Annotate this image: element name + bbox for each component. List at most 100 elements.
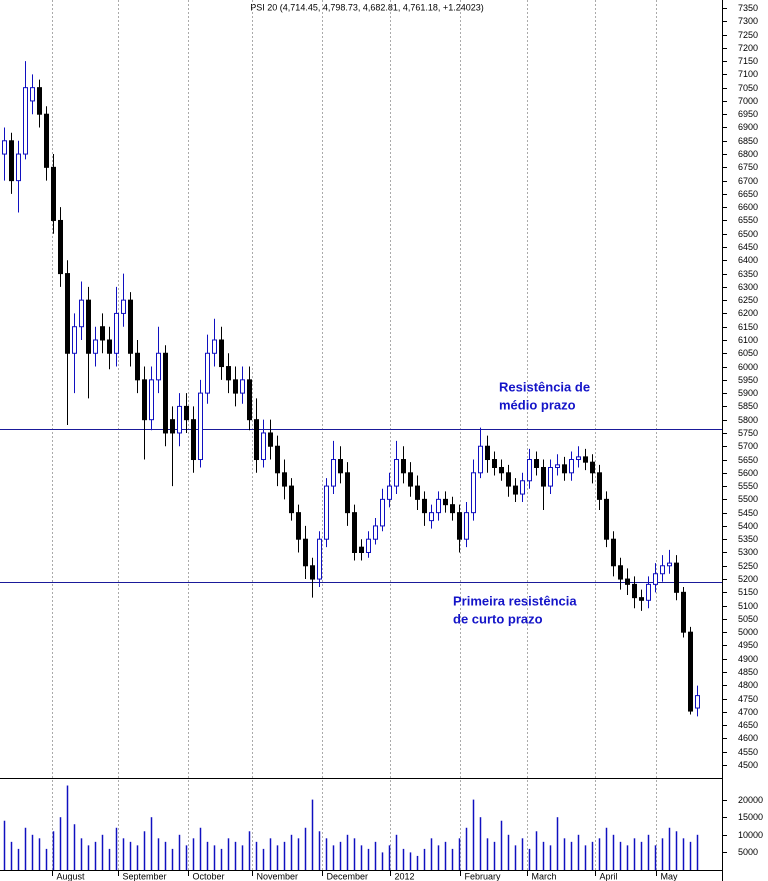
y-tick-label: 6550 [738, 215, 758, 225]
candle-body [555, 464, 560, 468]
candle-body [282, 472, 287, 487]
y-tick-label: 7200 [738, 43, 758, 53]
y-tick-label: 4550 [738, 747, 758, 757]
y-tick-label: 4700 [738, 707, 758, 717]
y-tick-label: 4600 [738, 733, 758, 743]
candle-body [359, 546, 364, 553]
candle-body [562, 464, 567, 474]
y-tick-label: 6800 [738, 149, 758, 159]
candle-body [688, 631, 693, 712]
candle-body [205, 352, 210, 394]
candle-body [646, 583, 651, 601]
candle-body [625, 578, 630, 585]
candle-body [520, 480, 525, 495]
candle-body [65, 273, 70, 354]
y-tick-label: 4650 [738, 720, 758, 730]
x-tick-label: October [193, 871, 225, 881]
y-tick-label: 4750 [738, 694, 758, 704]
y-tick-label: 7250 [738, 30, 758, 40]
annotation: Resistência de [499, 379, 590, 394]
candle-body [128, 299, 133, 354]
candle-body [450, 504, 455, 514]
y-tick-label: 7100 [738, 69, 758, 79]
y-tick-label: 4800 [738, 680, 758, 690]
y-tick-label: 5800 [738, 415, 758, 425]
candle-body [142, 379, 147, 421]
y-tick-label: 5400 [738, 521, 758, 531]
candle-body [506, 472, 511, 487]
candle-body [387, 485, 392, 500]
candle-body [429, 512, 434, 522]
y-tick-label: 7050 [738, 83, 758, 93]
candle-body [415, 485, 420, 500]
y-tick-label: 7150 [738, 56, 758, 66]
candle-body [471, 472, 476, 514]
candle-body [653, 573, 658, 585]
candle-body [226, 366, 231, 381]
candle-body [2, 140, 7, 155]
candle-body [184, 405, 189, 421]
candle-body [345, 472, 350, 514]
chart-title: PSI 20 (4,714.45, 4,798.73, 4,682.81, 4,… [250, 2, 483, 12]
y-tick-label: 5250 [738, 561, 758, 571]
candle-body [317, 538, 322, 580]
annotation: Primeira resistência [453, 593, 577, 608]
candle-body [618, 565, 623, 580]
candle-body [457, 512, 462, 540]
candle-body [380, 498, 385, 527]
y-tick-label: 20000 [738, 795, 763, 805]
candle-body [268, 432, 273, 447]
y-tick-label: 6100 [738, 335, 758, 345]
candle-body [100, 326, 105, 341]
candle-body [660, 565, 665, 575]
candle-body [191, 419, 196, 461]
y-tick-label: 6900 [738, 122, 758, 132]
candle-body [135, 352, 140, 381]
candle-body [93, 339, 98, 354]
y-tick-label: 5000 [738, 847, 758, 857]
y-tick-label: 6650 [738, 189, 758, 199]
candle-body [16, 153, 21, 182]
y-tick-label: 4950 [738, 640, 758, 650]
candle-body [121, 299, 126, 314]
candle-body [352, 512, 357, 553]
y-tick-label: 5900 [738, 388, 758, 398]
candle-body [485, 445, 490, 461]
y-tick-label: 6750 [738, 162, 758, 172]
y-tick-label: 5700 [738, 441, 758, 451]
candle-body [422, 498, 427, 514]
y-tick-label: 5100 [738, 601, 758, 611]
y-tick-label: 6150 [738, 322, 758, 332]
y-tick-label: 5500 [738, 494, 758, 504]
y-tick-label: 5350 [738, 534, 758, 544]
candle-body [44, 113, 49, 168]
candle-body [674, 562, 679, 593]
candle-body [72, 326, 77, 354]
candle-body [310, 565, 315, 580]
candle-body [170, 419, 175, 434]
candle-body [569, 459, 574, 474]
y-tick-label: 5300 [738, 547, 758, 557]
candle-body [296, 512, 301, 540]
x-tick-label: August [57, 871, 86, 881]
candle-body [667, 562, 672, 567]
y-tick-label: 5450 [738, 508, 758, 518]
candle-body [219, 339, 224, 368]
candle-body [604, 498, 609, 540]
candle-body [254, 419, 259, 461]
candle-body [499, 466, 504, 474]
candle-body [576, 456, 581, 461]
candle-body [548, 466, 553, 487]
y-tick-label: 4900 [738, 654, 758, 664]
y-tick-label: 6500 [738, 229, 758, 239]
y-tick-label: 5550 [738, 481, 758, 491]
candle-body [478, 445, 483, 474]
y-tick-label: 5200 [738, 574, 758, 584]
candle-body [37, 87, 42, 115]
y-tick-label: 5650 [738, 455, 758, 465]
x-tick-label: September [123, 871, 167, 881]
y-tick-label: 6250 [738, 295, 758, 305]
candle-body [261, 432, 266, 461]
